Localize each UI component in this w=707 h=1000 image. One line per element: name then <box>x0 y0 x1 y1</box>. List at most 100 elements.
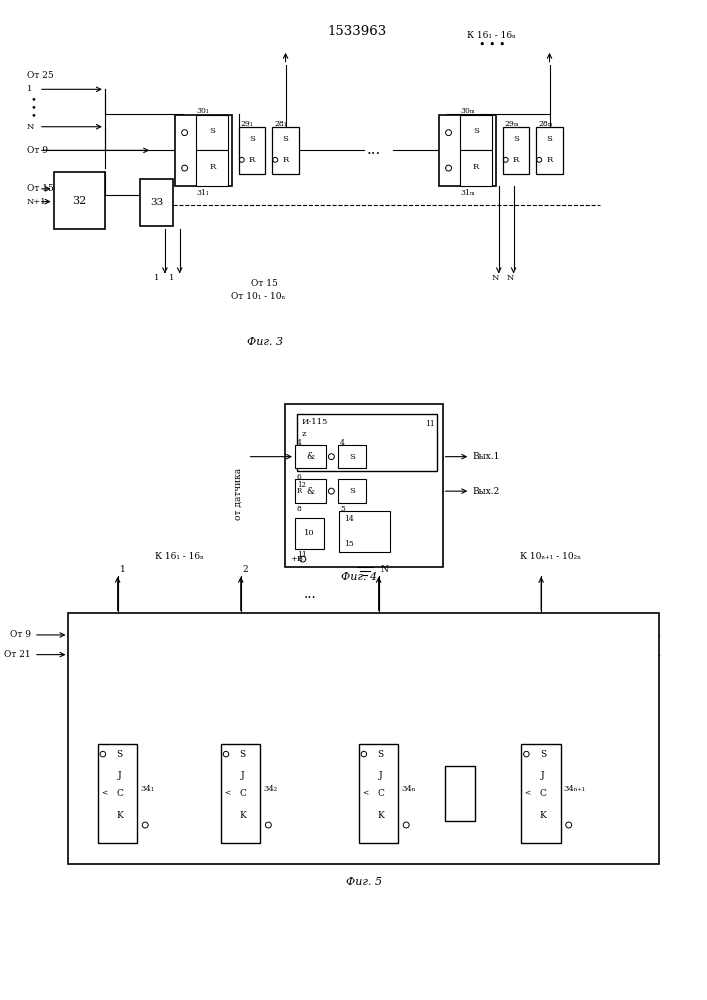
Text: •: • <box>31 96 37 105</box>
Text: 29₁: 29₁ <box>241 120 254 128</box>
Text: •: • <box>31 111 37 120</box>
Text: 31₁: 31₁ <box>197 189 209 197</box>
Text: ...: ... <box>303 587 316 601</box>
Text: 14: 14 <box>344 515 354 523</box>
Bar <box>140 179 173 226</box>
Bar <box>503 127 530 174</box>
Text: 11: 11 <box>425 420 435 428</box>
Text: K: K <box>239 811 246 820</box>
Bar <box>536 127 563 174</box>
Text: J: J <box>118 771 122 780</box>
Text: 30₁: 30₁ <box>197 107 209 115</box>
Text: 30ₘ: 30ₘ <box>460 107 475 115</box>
Text: ...: ... <box>367 143 381 157</box>
Text: S: S <box>513 135 519 143</box>
Text: 34ₙ₊₁: 34ₙ₊₁ <box>563 785 586 793</box>
Bar <box>197 150 228 186</box>
Bar <box>98 744 137 843</box>
Text: 31ₘ: 31ₘ <box>460 189 475 197</box>
Bar <box>359 744 398 843</box>
Text: R: R <box>513 156 519 164</box>
Text: R: R <box>297 487 302 495</box>
Text: От 15: От 15 <box>27 184 54 193</box>
Bar <box>460 115 492 150</box>
Text: S: S <box>249 135 255 143</box>
Text: 1: 1 <box>154 274 160 282</box>
Text: 34₁: 34₁ <box>140 785 154 793</box>
Text: &: & <box>307 487 315 496</box>
Text: К 10ₙ₊₁ - 10₂ₙ: К 10ₙ₊₁ - 10₂ₙ <box>520 552 581 561</box>
Bar <box>295 479 327 503</box>
Bar <box>338 479 366 503</box>
Text: S: S <box>547 135 552 143</box>
Text: <: < <box>362 789 368 797</box>
Text: C: C <box>539 789 547 798</box>
Text: 1: 1 <box>169 274 174 282</box>
Text: K: K <box>539 811 547 820</box>
Text: 8: 8 <box>297 505 302 513</box>
Text: 28₁: 28₁ <box>274 120 287 128</box>
Text: <: < <box>101 789 107 797</box>
Text: 34₂: 34₂ <box>264 785 278 793</box>
Text: от датчика: от датчика <box>233 468 243 520</box>
Text: От 9: От 9 <box>27 146 48 155</box>
Bar <box>175 115 232 186</box>
Text: S: S <box>240 750 246 759</box>
Text: Фиг. 5: Фиг. 5 <box>346 877 382 887</box>
Text: S: S <box>349 453 355 461</box>
Bar <box>272 127 299 174</box>
Text: S: S <box>283 135 288 143</box>
Text: S: S <box>540 750 547 759</box>
Text: J: J <box>542 771 545 780</box>
Text: <: < <box>224 789 230 797</box>
Text: 34ₙ: 34ₙ <box>402 785 416 793</box>
Text: N: N <box>492 274 499 282</box>
Text: 15: 15 <box>344 540 354 548</box>
Text: 2: 2 <box>243 565 248 574</box>
Text: z: z <box>302 430 306 438</box>
Text: K: K <box>377 811 384 820</box>
Text: От 9: От 9 <box>10 630 31 639</box>
Text: J: J <box>241 771 245 780</box>
Text: 5: 5 <box>340 505 345 513</box>
Text: 4: 4 <box>297 439 302 447</box>
Text: 29ₘ: 29ₘ <box>505 120 519 128</box>
Text: От 10₁ - 10ₙ: От 10₁ - 10ₙ <box>231 292 285 301</box>
Bar <box>338 445 366 468</box>
Text: Вых.1: Вых.1 <box>472 452 500 461</box>
Bar <box>221 744 260 843</box>
Text: <: < <box>525 789 531 797</box>
Bar <box>197 115 228 150</box>
Text: K: K <box>116 811 123 820</box>
Bar <box>295 445 327 468</box>
Text: +B: +B <box>290 555 303 563</box>
Bar <box>297 414 437 471</box>
Text: &: & <box>307 452 315 461</box>
Bar <box>239 127 265 174</box>
Text: R: R <box>282 156 288 164</box>
Text: • • •: • • • <box>479 40 505 50</box>
Bar <box>522 744 561 843</box>
Text: C: C <box>116 789 123 798</box>
Text: R: R <box>209 163 216 171</box>
Text: R: R <box>249 156 255 164</box>
Text: 10: 10 <box>305 529 315 537</box>
Text: J: J <box>379 771 382 780</box>
Bar <box>445 766 474 821</box>
Text: 1: 1 <box>119 565 125 574</box>
Text: S: S <box>349 487 355 495</box>
Text: S: S <box>117 750 123 759</box>
Text: N: N <box>27 123 35 131</box>
Bar <box>295 518 325 549</box>
Text: 6: 6 <box>297 473 302 481</box>
Text: N: N <box>507 274 514 282</box>
Text: S: S <box>473 127 479 135</box>
Text: 11: 11 <box>297 551 307 559</box>
Text: S: S <box>209 127 215 135</box>
Bar <box>54 172 105 229</box>
Text: К 16₁ - 16ₙ: К 16₁ - 16ₙ <box>467 31 516 40</box>
Bar <box>460 150 492 186</box>
Bar <box>285 404 443 567</box>
Text: Вых.2: Вых.2 <box>472 487 499 496</box>
Bar <box>339 511 390 552</box>
